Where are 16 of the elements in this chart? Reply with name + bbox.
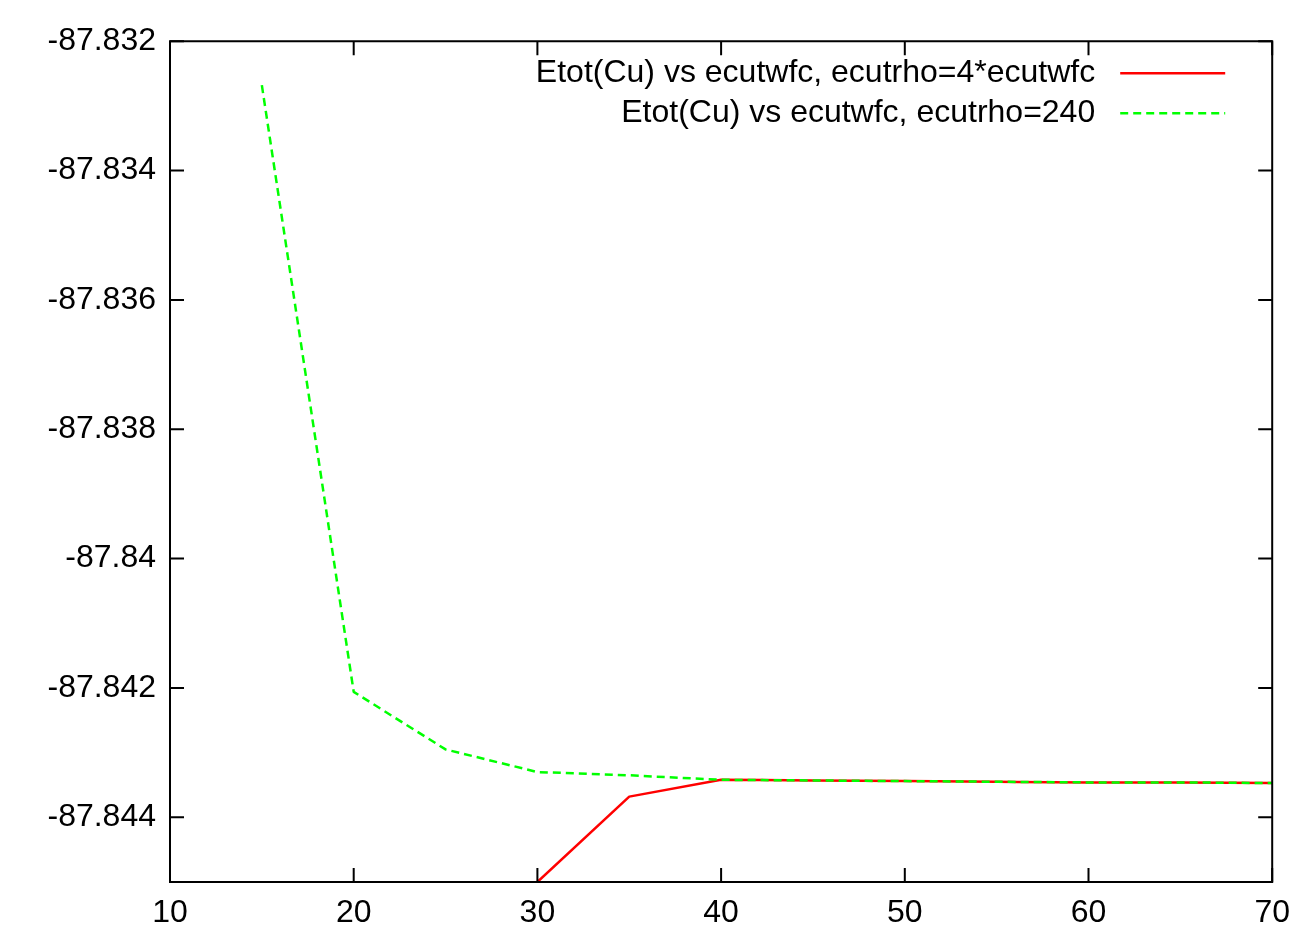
x-tick-label: 60 [1070,893,1107,930]
legend-label: Etot(Cu) vs ecutwfc, ecutrho=240 [621,93,1096,130]
x-tick-label: 20 [335,893,372,930]
y-tick-label: -87.834 [47,150,156,187]
y-tick-label: -87.832 [47,21,156,58]
x-tick-label: 10 [152,893,188,930]
x-tick-label: 50 [887,893,923,930]
y-tick-label: -87.836 [47,279,156,316]
y-tick-label: -87.842 [47,667,156,704]
y-tick-label: -87.844 [47,797,156,834]
y-tick-label: -87.84 [65,538,156,575]
x-tick-label: 40 [703,893,739,930]
x-tick-label: 30 [519,893,556,930]
x-tick-label: 70 [1254,893,1290,930]
legend-label: Etot(Cu) vs ecutwfc, ecutrho=4*ecutwfc [535,53,1096,90]
y-tick-label: -87.838 [47,409,156,446]
